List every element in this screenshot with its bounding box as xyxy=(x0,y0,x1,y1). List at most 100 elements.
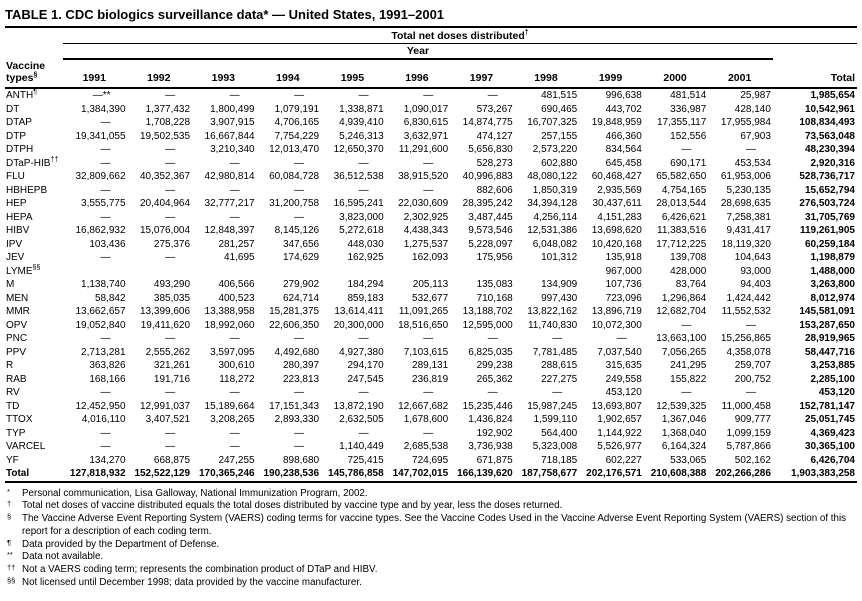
doses-cell: — xyxy=(358,184,369,196)
doses-cell: 236,819 xyxy=(412,373,449,385)
doses-cell: 406,566 xyxy=(218,279,255,291)
doses-cell: 3,210,340 xyxy=(210,144,255,156)
doses-cell: — xyxy=(423,333,434,345)
year-header: Year xyxy=(63,43,773,60)
table-row: RAB 168,166 191,716 118,272 223,813 247,545 23… xyxy=(5,373,857,387)
doses-cell xyxy=(192,265,257,279)
table-row: ANTH¶ —** — — — — — — 481,515 996,638 481,514 25,98… xyxy=(5,88,857,103)
doses-cell: 13,872,190 xyxy=(333,400,384,412)
doses-cell: — xyxy=(487,387,498,399)
doses-cell: 4,369,423 xyxy=(810,427,856,439)
doses-cell: 6,825,035 xyxy=(468,346,513,358)
footnote-text: Data provided by the Department of Defen… xyxy=(22,538,220,550)
doses-cell: — xyxy=(294,441,305,453)
doses-cell: — xyxy=(745,144,756,156)
doses-cell: 34,394,128 xyxy=(527,198,578,210)
doses-cell: — xyxy=(165,90,176,102)
doses-cell: 13,822,162 xyxy=(527,306,578,318)
doses-cell: 1,708,228 xyxy=(145,117,191,129)
doses-cell: 279,902 xyxy=(282,279,320,291)
vaccine-type-label: DTPH xyxy=(6,144,34,156)
doses-cell: 48,230,394 xyxy=(804,144,855,156)
doses-cell: 453,120 xyxy=(818,387,855,399)
doses-cell: 281,257 xyxy=(218,238,255,250)
column-header-1999: 1999 xyxy=(579,59,644,90)
doses-cell: — xyxy=(681,387,692,399)
doses-cell: 690,171 xyxy=(670,157,707,169)
doses-cell: 3,907,915 xyxy=(210,117,255,129)
footnote: * Personal communication, Lisa Galloway, … xyxy=(5,487,857,501)
doses-cell: 101,312 xyxy=(541,252,578,264)
doses-cell: 1,599,110 xyxy=(533,414,578,426)
doses-cell: 28,919,965 xyxy=(804,333,855,345)
doses-cell: — xyxy=(165,427,176,439)
table-row: HEP 3,555,775 20,404,964 32,777,217 31,200,7… xyxy=(5,197,857,211)
doses-cell: — xyxy=(165,184,176,196)
column-header-1993: 1993 xyxy=(192,59,257,90)
table-row: M 1,138,740 493,290 406,566 279,902 184,294 20… xyxy=(5,278,857,292)
doses-cell: 65,582,650 xyxy=(656,171,707,183)
doses-cell: 20,404,964 xyxy=(140,198,191,210)
doses-cell xyxy=(128,265,193,279)
doses-cell: 724,695 xyxy=(412,454,449,466)
doses-cell: 5,656,830 xyxy=(468,144,513,156)
doses-cell: 4,438,343 xyxy=(403,225,449,237)
doses-cell: 2,685,538 xyxy=(403,441,449,453)
doses-cell: 1,338,871 xyxy=(339,103,384,115)
doses-cell: — xyxy=(294,184,305,196)
doses-cell: 10,420,168 xyxy=(591,238,642,250)
doses-cell: 38,915,520 xyxy=(398,171,449,183)
doses-cell: 4,706,165 xyxy=(274,117,320,129)
doses-cell: — xyxy=(229,211,240,223)
doses-cell: — xyxy=(423,427,434,439)
doses-cell: 6,164,324 xyxy=(661,441,707,453)
year-header-row: Year xyxy=(5,43,857,60)
doses-cell: 7,781,485 xyxy=(532,346,578,358)
doses-cell: 119,261,905 xyxy=(799,225,855,237)
table-row: HBHEPB — — — — — — 882,606 1,850,319 2,935,569 4,7… xyxy=(5,184,857,198)
doses-cell: — xyxy=(423,184,434,196)
doses-cell: 28,013,544 xyxy=(656,198,707,210)
doses-cell: 13,662,657 xyxy=(75,306,126,318)
doses-cell: 15,256,865 xyxy=(720,333,771,345)
vaccine-type-label: DTP xyxy=(6,130,26,142)
doses-cell: 448,030 xyxy=(347,238,384,250)
doses-cell: 2,573,220 xyxy=(532,144,578,156)
doses-cell: 481,514 xyxy=(670,90,707,102)
doses-cell: 12,848,397 xyxy=(204,225,255,237)
table-row: VARCEL — — — — 1,140,449 2,685,538 3,736,938 5,3… xyxy=(5,440,857,454)
doses-cell: 275,376 xyxy=(153,238,191,250)
doses-cell: 134,270 xyxy=(89,454,126,466)
doses-cell: 1,090,017 xyxy=(403,103,449,115)
doses-cell: 202,266,286 xyxy=(708,467,773,483)
doses-cell: — xyxy=(487,333,498,345)
vaccine-type-label: LYME§§ xyxy=(6,264,41,277)
doses-cell: 5,246,313 xyxy=(339,130,384,142)
doses-cell: 725,415 xyxy=(347,454,384,466)
doses-cell: 31,705,769 xyxy=(804,211,855,223)
doses-cell: 135,083 xyxy=(476,279,513,291)
doses-cell: 16,862,932 xyxy=(75,225,126,237)
doses-cell: —** xyxy=(92,90,111,102)
doses-cell: 241,295 xyxy=(670,360,707,372)
doses-cell: 153,287,650 xyxy=(799,319,855,331)
doses-cell: 481,515 xyxy=(541,90,578,102)
vaccine-type-label: MMR xyxy=(6,306,30,318)
doses-cell: 17,355,117 xyxy=(657,117,707,129)
doses-cell: 474,127 xyxy=(476,130,513,142)
doses-cell: 3,208,265 xyxy=(210,414,255,426)
doses-cell: 30,365,100 xyxy=(804,441,855,453)
doses-cell: 5,272,618 xyxy=(339,225,384,237)
doses-cell xyxy=(321,265,386,279)
doses-cell: 528,273 xyxy=(476,157,513,169)
doses-cell: 3,253,885 xyxy=(810,360,856,372)
doses-cell: 94,403 xyxy=(740,279,771,291)
doses-cell: 4,151,283 xyxy=(597,211,642,223)
doses-cell: 6,830,615 xyxy=(403,117,449,129)
footnote: ** Data not available. xyxy=(5,550,857,564)
table-row: HIBV 16,862,932 15,076,004 12,848,397 8,145,… xyxy=(5,224,857,238)
doses-cell: 2,285,100 xyxy=(810,373,856,385)
doses-cell: — xyxy=(358,157,369,169)
vaccine-type-label: JEV xyxy=(6,252,25,264)
doses-cell: 13,614,411 xyxy=(334,306,384,318)
